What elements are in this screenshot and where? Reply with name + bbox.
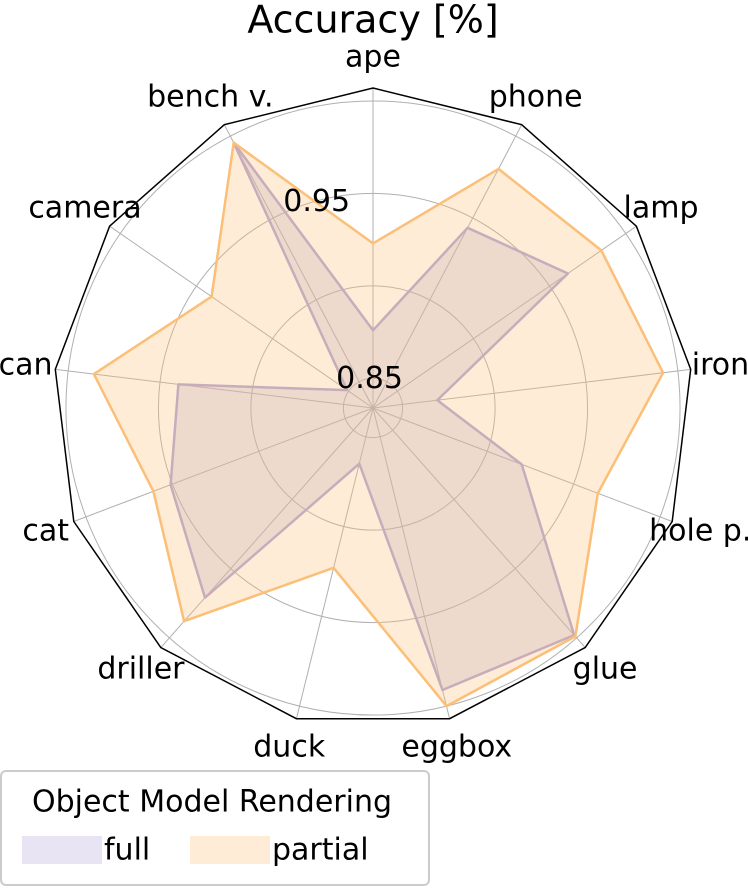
legend-title: Object Model Rendering <box>32 785 392 820</box>
legend-swatch <box>190 836 270 864</box>
spoke <box>372 368 691 409</box>
legend-label: partial <box>272 833 369 868</box>
category-label: bench v. <box>147 80 274 115</box>
category-label: can <box>0 347 53 382</box>
spoke <box>73 407 374 522</box>
category-label: hole p. <box>649 514 748 549</box>
category-label: glue <box>573 651 638 686</box>
series-area <box>169 141 576 692</box>
legend-label: full <box>104 833 150 868</box>
spoke <box>372 225 637 409</box>
category-label: cat <box>22 514 69 549</box>
category-label: camera <box>28 191 141 226</box>
category-label: iron <box>692 347 748 382</box>
spoke <box>372 124 523 409</box>
spoke <box>55 368 374 409</box>
legend: Object Model Rendering full partial <box>0 770 430 886</box>
category-label: lamp <box>624 191 699 226</box>
spoke <box>372 407 451 719</box>
frame <box>54 87 692 720</box>
category-label: driller <box>97 651 185 686</box>
category-label: eggbox <box>401 729 512 764</box>
category-label: duck <box>253 729 326 764</box>
spoke <box>223 124 374 409</box>
spoke <box>109 225 374 409</box>
spoke <box>160 407 374 648</box>
category-label: ape <box>345 40 401 75</box>
chart-title: Accuracy [%] <box>247 0 498 42</box>
series-area <box>92 141 665 708</box>
spoke <box>372 407 586 648</box>
legend-box <box>0 770 430 886</box>
spoke <box>295 407 374 719</box>
legend-swatch <box>22 836 102 864</box>
category-label: phone <box>489 80 583 115</box>
r-tick-label: 0.85 <box>336 361 403 396</box>
r-tick-label: 0.95 <box>283 184 350 219</box>
